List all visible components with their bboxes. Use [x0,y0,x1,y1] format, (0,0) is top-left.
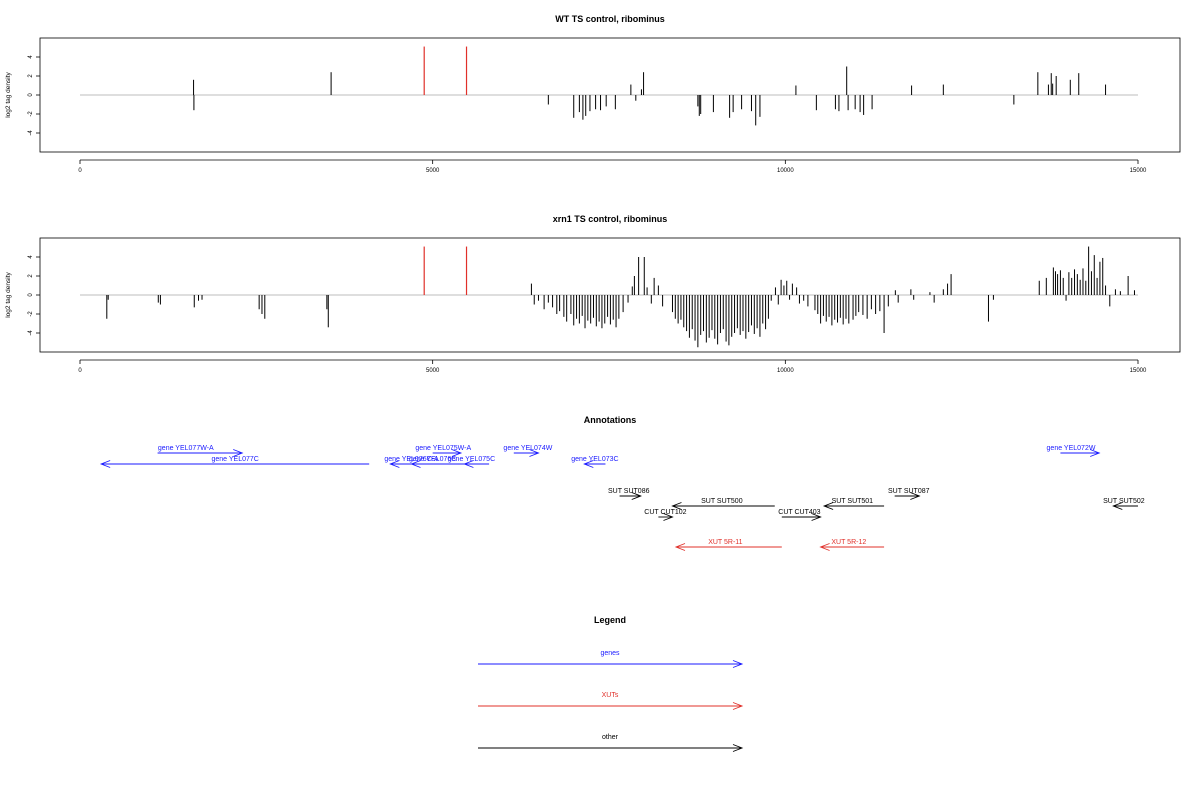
x-tick-label: 15000 [1130,168,1147,174]
feature-arrowhead [811,513,822,521]
wt-track-panel: WT TS control, ribominus log2 tag densit… [5,14,1181,174]
feature-arrowhead [529,449,540,457]
feature-label: gene YEL076C [409,456,456,463]
y-tick-label: -2 [28,111,34,117]
annotations-title: Annotations [584,415,637,425]
legend-arrowhead [732,744,744,752]
x-tick-label: 5000 [426,168,440,174]
y-tick-label: 2 [28,74,34,78]
xrn1-track-title: xrn1 TS control, ribominus [553,214,668,224]
y-tick-label: 0 [28,293,34,297]
feature-arrowhead [910,492,921,500]
y-tick-label: 2 [28,274,34,278]
wt-bar-marks [80,46,1138,126]
legend-items: genes XUTs other [478,650,744,752]
feature-label: gene YEL077C [211,456,258,463]
feature-arrowhead [671,502,682,510]
x-tick-label: 0 [78,168,82,174]
legend-label: other [602,734,619,741]
feature-label: XUT 5R-12 [831,539,866,546]
feature-label: SUT SUT500 [701,498,743,505]
legend-title: Legend [594,615,626,625]
x-tick-label: 5000 [426,368,440,374]
x-tick-label: 0 [78,368,82,374]
feature-label: gene YEL074W [503,445,552,452]
feature-label: gene YEL075C [448,456,495,463]
feature-label: gene YEL076C-A [384,456,439,463]
feature-arrowhead [463,460,474,468]
wt-axes: -4 -2 0 2 4 0 5000 10000 15000 [28,55,1147,174]
x-tick-label: 15000 [1130,368,1147,374]
feature-label: CUT CUT403 [778,509,820,516]
xrn1-bar-marks [80,246,1138,348]
feature-label: gene YEL075W-A [415,445,471,452]
feature-label: SUT SUT087 [888,488,930,495]
wt-track-title: WT TS control, ribominus [555,14,665,24]
y-tick-label: -2 [28,311,34,317]
feature-arrowhead [819,543,830,551]
feature-arrowhead [410,460,421,468]
y-tick-label: -4 [28,130,34,136]
feature-label: CUT CUT102 [644,509,686,516]
feature-arrowhead [1090,449,1101,457]
legend-label: genes [600,650,620,657]
wt-y-axis-label: log2 tag density [5,71,12,117]
xrn1-y-axis-label: log2 tag density [5,271,12,317]
legend-panel: Legend genes XUTs other [478,615,744,752]
feature-arrowhead [822,502,834,510]
x-tick-label: 10000 [777,368,794,374]
feature-label: SUT SUT502 [1103,498,1145,505]
feature-arrowhead [1112,502,1123,510]
xrn1-track-panel: xrn1 TS control, ribominus log2 tag dens… [5,214,1181,374]
feature-arrowhead [451,449,463,457]
feature-arrowhead [631,492,642,500]
xrn1-axes: -4 -2 0 2 4 0 5000 10000 15000 [28,255,1147,374]
feature-label: gene YEL077W-A [158,445,214,452]
y-tick-label: 4 [28,55,34,59]
legend-arrowhead [732,702,744,710]
y-tick-label: 0 [28,93,34,97]
feature-arrowhead [389,460,400,468]
feature-label: gene YEL073C [571,456,618,463]
feature-label: SUT SUT086 [608,488,650,495]
legend-arrowhead [732,660,744,668]
feature-label: XUT 5R-11 [708,539,742,546]
feature-arrowhead [233,449,244,457]
feature-arrowhead [674,543,686,551]
y-tick-label: 4 [28,255,34,259]
feature-arrowhead [99,460,111,468]
annotation-features: gene YEL077W-A gene YEL077C gene YEL076C-A… [99,445,1145,551]
feature-label: gene YEL072W [1047,445,1096,452]
feature-label: SUT SUT501 [832,498,874,505]
y-tick-label: -4 [28,330,34,336]
feature-arrowhead [663,513,674,521]
feature-arrowhead [583,460,594,468]
x-tick-label: 10000 [777,168,794,174]
legend-label: XUTs [602,692,619,699]
